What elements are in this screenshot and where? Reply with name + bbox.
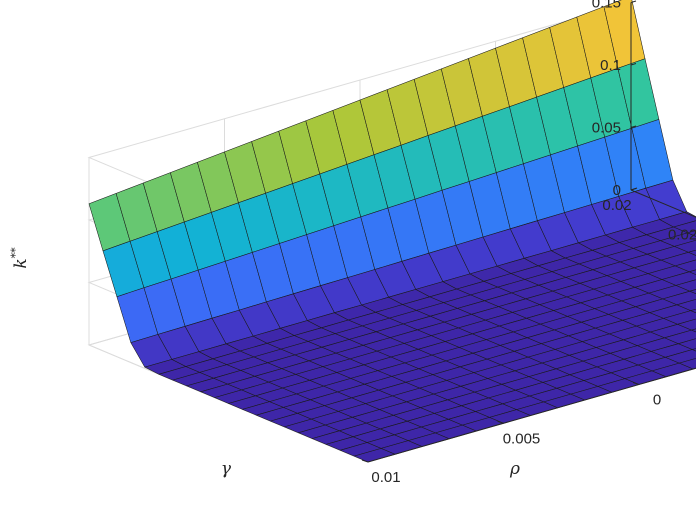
axes: 00.050.10.150.020.0250.030.0350.04-0.01-… [361,0,696,486]
surface-patch [689,289,696,295]
x-tick-label: 0 [653,392,661,409]
z-tick-label: 0.05 [592,120,621,137]
surface-patch [688,249,696,256]
z-tick-label: 0.15 [592,0,621,12]
x-tick [497,420,504,424]
x-tick [361,459,369,463]
x-axis-label: ρ [509,459,520,479]
surface-patch [691,328,696,333]
surface-patch [690,308,696,314]
z-axis-label: k** [9,247,31,269]
surface [88,0,696,463]
z-tick [630,63,637,66]
surface-patch [687,230,696,237]
y-axis-line [630,189,696,218]
surface-patch [692,348,696,352]
y-tick-label: 0.025 [668,226,696,243]
z-tick-label: 0.1 [600,57,621,74]
y-tick-label: 0.02 [602,197,631,214]
x-tick-label: 0.01 [371,469,400,486]
y-tick [630,187,638,191]
x-tick [632,382,640,385]
z-tick-label: 0 [613,182,621,199]
surface-patch [688,269,696,275]
x-tick-label: 0.005 [503,430,541,447]
y-axis-label: γ [221,459,232,479]
z-tick [630,0,637,3]
z-tick [630,125,637,128]
